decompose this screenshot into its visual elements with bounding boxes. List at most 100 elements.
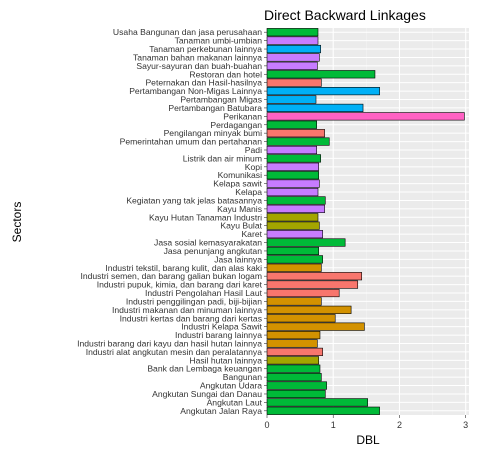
category-label: Kayu Manis (217, 204, 262, 214)
category-label: Industri kertas dan barang dari kertas (120, 313, 262, 323)
category-label: Listrik dan air minum (183, 153, 262, 163)
category-label: Industri barang lainnya (175, 330, 262, 340)
category-label: Jasa lainnya (214, 254, 262, 264)
bar (266, 112, 465, 121)
bar (266, 381, 327, 390)
category-label: Pertambangan Batubara (168, 103, 262, 113)
category-label: Jasa sosial kemasyarakatan (154, 238, 262, 248)
category-label: Komunikasi (218, 170, 263, 180)
x-tick-label: 2 (397, 420, 402, 430)
bar (266, 87, 380, 96)
x-tick-labels: 0 1 2 3 (264, 415, 468, 430)
bar (266, 70, 376, 79)
bar (266, 137, 330, 146)
category-label: Sayur-sayuran dan buah-buahan (136, 61, 262, 71)
category-label: Peternakan dan Hasil-hasilnya (145, 78, 262, 88)
category-label: Industri alat angkutan mesin dan peralat… (86, 347, 263, 357)
bar (266, 230, 323, 239)
category-label: Restoran dan hotel (189, 69, 262, 79)
y-axis-title: Sectors (10, 202, 24, 243)
bar (266, 53, 320, 62)
bar (266, 238, 346, 247)
category-label: Angkutan Udara (200, 381, 262, 391)
category-label: Kopi (245, 162, 262, 172)
category-label: Angkutan Jalan Raya (180, 406, 262, 416)
category-label: Kayu Hutan Tanaman Industri (149, 212, 262, 222)
category-label: Bank dan Lembaga keuangan (147, 364, 262, 374)
category-label: Industri makanan dan minuman lainnya (112, 305, 262, 315)
bar (266, 356, 319, 365)
bar (266, 364, 321, 373)
category-label: Kelapa sawit (213, 179, 262, 189)
category-label: Industri semen, dan barang galian bukan … (80, 271, 262, 281)
bar (266, 120, 317, 129)
bar (266, 162, 319, 171)
bar (266, 406, 380, 415)
bar (266, 263, 322, 272)
x-tick-label: 0 (264, 420, 269, 430)
category-label: Tanaman bahan makanan lainnya (133, 52, 262, 62)
bar (266, 389, 326, 399)
category-label: Industri tekstil, barang kulit, dan alas… (105, 263, 262, 273)
bar (266, 373, 322, 382)
bar (266, 196, 326, 205)
x-tick-label: 3 (463, 420, 468, 430)
category-label: Tanaman perkebunan lainnya (149, 44, 262, 54)
category-label: Kayu Bulat (220, 221, 262, 231)
category-labels: Usaha Bangunan dan jasa perusahaanTanama… (77, 27, 267, 416)
bar (266, 179, 320, 188)
category-label: Industri Kelapa Sawit (181, 322, 262, 332)
category-label: Industri barang dari kayu dan hasil huta… (77, 338, 262, 348)
category-label: Usaha Bangunan dan jasa perusahaan (113, 27, 262, 37)
category-label: Kelapa (235, 187, 262, 197)
chart-title: Direct Backward Linkages (264, 7, 426, 23)
x-tick-label: 1 (331, 420, 336, 430)
bar (266, 61, 318, 70)
bar (266, 322, 365, 331)
bar (266, 129, 325, 138)
bar (266, 305, 352, 314)
bar (266, 213, 319, 222)
bar (266, 145, 317, 155)
category-label: Pertambangan Non-Migas Lainnya (129, 86, 262, 96)
category-label: Perdagangan (210, 120, 262, 130)
category-label: Industri pupuk, kimia, dan barang dari k… (97, 280, 263, 290)
bar (266, 187, 319, 197)
category-label: Pertambangan Migas (180, 95, 262, 105)
category-label: Kegiatan yang tak jelas batasannya (126, 195, 262, 205)
category-label: Industri Pengolahan Hasil Laut (145, 288, 263, 298)
bar (266, 255, 323, 264)
category-label: Angkutan Laut (207, 397, 263, 407)
category-label: Bangunan (223, 372, 262, 382)
bar (266, 330, 321, 340)
bar (266, 154, 321, 163)
bar (266, 314, 336, 323)
bar (266, 36, 319, 45)
bar (266, 221, 320, 230)
bar (266, 78, 322, 87)
bar (266, 44, 321, 54)
bar (266, 246, 319, 256)
bar (266, 288, 340, 298)
bar (266, 280, 359, 289)
category-label: Perikanan (223, 111, 262, 121)
category-label: Hasil hutan lainnya (189, 355, 262, 365)
bar (266, 272, 363, 281)
x-axis-title: DBL (356, 433, 380, 447)
category-label: Tanaman umbi-umbian (175, 36, 263, 46)
category-label: Padi (245, 145, 262, 155)
bar (266, 204, 325, 213)
category-label: Jasa penunjang angkutan (164, 246, 263, 256)
category-label: Angkutan Sungai dan Danau (152, 389, 262, 399)
category-label: Pemerintahan umum dan pertahanan (120, 137, 263, 147)
category-label: Karet (241, 229, 262, 239)
bar (266, 398, 368, 407)
category-label: Industri penggilingan padi, biji-bijian (126, 296, 262, 306)
category-label: Pengilangan minyak bumi (164, 128, 262, 138)
bar (266, 103, 364, 113)
bar (266, 297, 322, 306)
bar (266, 95, 317, 104)
bar (266, 347, 323, 356)
bar (266, 171, 319, 180)
